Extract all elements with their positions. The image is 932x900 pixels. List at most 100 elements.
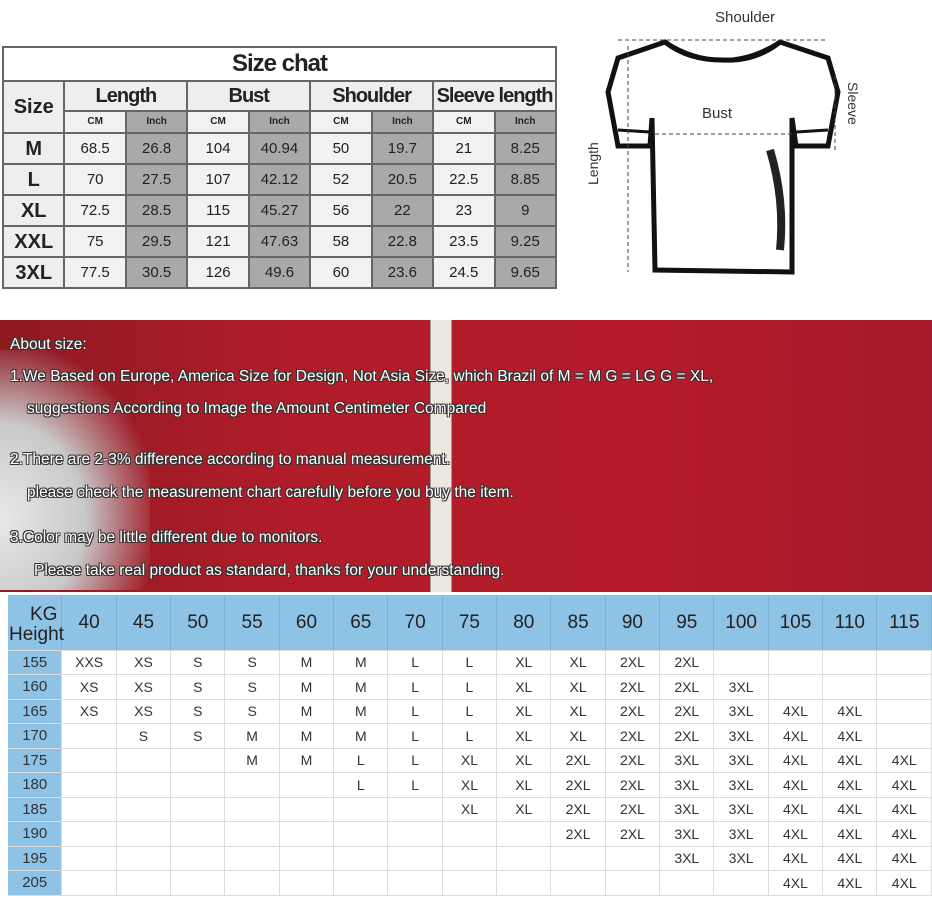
size-label: L xyxy=(1,163,66,196)
size-cell: 4XL xyxy=(768,723,824,749)
size-cell xyxy=(822,650,878,675)
size-cell xyxy=(279,846,335,871)
size-cell: M xyxy=(224,723,280,749)
note-3-cont: Please take real product as standard, th… xyxy=(34,562,505,579)
height-label: Height xyxy=(9,623,64,645)
table-row: XL 72.5 28.5 115 45.27 56 22 23 9 xyxy=(1,194,557,227)
size-cell xyxy=(442,870,498,896)
size-cell: 4XL xyxy=(768,821,824,847)
size-cell: 4XL xyxy=(768,797,824,822)
height-label: 170 xyxy=(8,723,63,749)
measurement-cell: 24.5 xyxy=(432,256,496,289)
size-cell: 3XL xyxy=(713,797,769,822)
size-cell xyxy=(333,821,389,847)
size-cell xyxy=(116,772,172,798)
size-label: 3XL xyxy=(1,256,66,289)
size-cell xyxy=(496,846,552,871)
size-cell xyxy=(170,797,226,822)
size-cell: S xyxy=(224,650,280,675)
size-cell xyxy=(61,846,117,871)
size-cell xyxy=(387,870,443,896)
height-label: 155 xyxy=(8,650,63,675)
size-cell: M xyxy=(224,748,280,773)
measurement-cell: 28.5 xyxy=(124,194,189,227)
size-cell xyxy=(550,870,606,896)
tshirt-outline-icon: Shoulder Bust Sleeve Length xyxy=(585,9,861,275)
measurement-cell: 126 xyxy=(186,256,250,289)
size-cell: XS xyxy=(116,674,172,700)
weight-header: 105 xyxy=(768,595,824,651)
size-cell: 2XL xyxy=(659,723,715,749)
height-label: 180 xyxy=(8,772,63,798)
size-cell: L xyxy=(442,699,498,724)
size-cell: XL xyxy=(496,748,552,773)
size-cell: 4XL xyxy=(822,699,878,724)
size-cell: 4XL xyxy=(822,748,878,773)
height-weight-table: KG Height 40 45 50 55 60 65 70 75 80 85 90 95 100 105 11… xyxy=(8,595,932,896)
size-cell: 2XL xyxy=(605,772,661,798)
size-cell: L xyxy=(387,723,443,749)
measurement-cell: 58 xyxy=(309,225,373,258)
size-cell xyxy=(605,846,661,871)
size-cell: 2XL xyxy=(605,797,661,822)
size-cell: 2XL xyxy=(605,723,661,749)
size-cell: M xyxy=(333,650,389,675)
weight-header: 115 xyxy=(876,595,932,651)
note-2: 2.There are 2-3% difference according to… xyxy=(10,451,450,468)
size-cell: 2XL xyxy=(550,748,606,773)
group-header: Shoulder xyxy=(309,80,435,112)
size-cell: 4XL xyxy=(768,699,824,724)
size-cell: L xyxy=(387,674,443,700)
weight-header: 60 xyxy=(279,595,335,651)
kg-label: KG xyxy=(30,604,58,625)
size-cell: L xyxy=(442,674,498,700)
size-cell xyxy=(442,821,498,847)
size-cell: XXS xyxy=(61,650,117,675)
table-row: L 70 27.5 107 42.12 52 20.5 22.5 8.85 xyxy=(1,163,557,196)
group-header: Length xyxy=(63,80,189,112)
size-cell: L xyxy=(387,772,443,798)
measuring-tape xyxy=(430,320,452,592)
size-cell xyxy=(333,846,389,871)
weight-header: 100 xyxy=(713,595,769,651)
size-cell xyxy=(116,748,172,773)
measurement-cell: 8.25 xyxy=(493,132,557,165)
size-cell xyxy=(279,772,335,798)
table-row: 205 4XL 4XL 4XL xyxy=(8,870,932,896)
weight-header: 50 xyxy=(170,595,226,651)
measurement-cell: 23.6 xyxy=(370,256,435,289)
weight-header: 80 xyxy=(496,595,552,651)
size-cell: XL xyxy=(496,723,552,749)
size-cell: 2XL xyxy=(605,821,661,847)
measurement-cell: 9.25 xyxy=(493,225,557,258)
table-row: 185 XL XL 2XL 2XL 3XL 3XL 4XL 4XL 4XL xyxy=(8,797,932,822)
size-cell xyxy=(279,821,335,847)
measurement-cell: 22 xyxy=(370,194,435,227)
size-cell: 4XL xyxy=(822,870,878,896)
size-cell xyxy=(279,870,335,896)
size-cell: 2XL xyxy=(659,674,715,700)
size-cell: S xyxy=(170,650,226,675)
sleeve-label: Sleeve xyxy=(845,82,861,125)
size-cell: 4XL xyxy=(822,723,878,749)
unit-inch: Inch xyxy=(124,110,189,134)
size-cell: XL xyxy=(550,699,606,724)
unit-cm: CM xyxy=(63,110,127,134)
unit-inch: Inch xyxy=(370,110,435,134)
size-cell: 3XL xyxy=(713,674,769,700)
length-label: Length xyxy=(585,142,601,185)
size-cell xyxy=(224,870,280,896)
measurement-cell: 107 xyxy=(186,163,250,196)
group-header: Sleeve length xyxy=(432,80,557,112)
size-cell: XL xyxy=(550,674,606,700)
measurement-cell: 8.85 xyxy=(493,163,557,196)
size-cell: M xyxy=(279,650,335,675)
height-label: 175 xyxy=(8,748,63,773)
size-cell: 3XL xyxy=(713,821,769,847)
size-cell xyxy=(279,797,335,822)
size-cell xyxy=(116,797,172,822)
table-row: 180 L L XL XL 2XL 2XL 3XL 3XL 4XL 4XL 4XL xyxy=(8,772,932,798)
size-cell: 2XL xyxy=(659,699,715,724)
size-cell: XS xyxy=(116,699,172,724)
size-cell: L xyxy=(333,748,389,773)
